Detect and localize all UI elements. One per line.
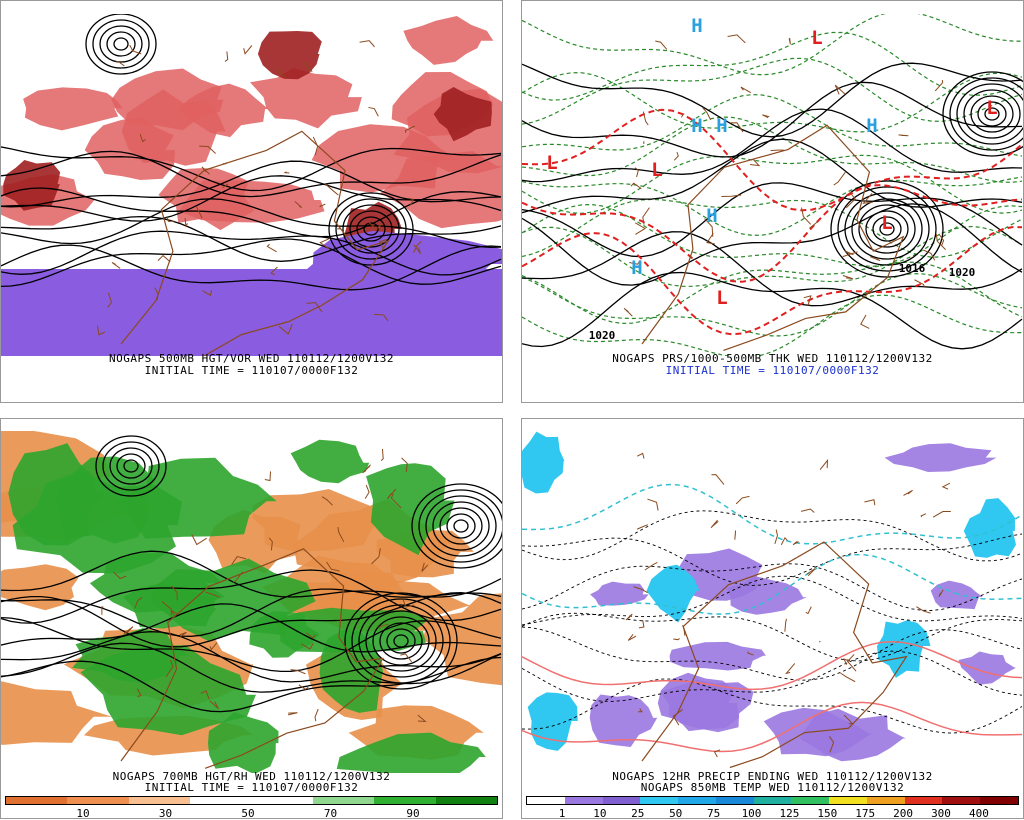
map-label: 1020 (589, 329, 616, 342)
border (644, 142, 645, 144)
colorbar-swatch (190, 797, 251, 804)
colorbar-swatch (313, 797, 374, 804)
map-label: L (811, 27, 822, 49)
colorbar-swatch (754, 797, 792, 804)
map-label: H (866, 115, 877, 137)
colorbar-label: 200 (893, 807, 913, 820)
colorbar-swatch (791, 797, 829, 804)
colorbar-swatch (678, 797, 716, 804)
border (735, 531, 736, 540)
colorbar-swatch (980, 797, 1018, 804)
subcaption: INITIAL TIME = 110107/0000F132 (1, 365, 502, 377)
colorbar-swatch (527, 797, 565, 804)
subcaption: INITIAL TIME = 110107/0000F132 (1, 782, 502, 794)
colorbar-label: 100 (742, 807, 762, 820)
map (522, 431, 1023, 773)
colorbar-swatch (640, 797, 678, 804)
map-label: L (546, 152, 557, 174)
colorbar-label: 50 (241, 807, 254, 820)
map (1, 431, 502, 773)
colorbar-label: 10 (593, 807, 606, 820)
subcaption: NOGAPS 850MB TEMP WED 110112/1200V132 (522, 782, 1023, 794)
colorbar-swatch (252, 797, 313, 804)
panel-humidity: NOGAPS 700MB HGT/RH WED 110112/1200V132 … (0, 418, 503, 819)
colorbar (526, 796, 1019, 805)
colorbar-label: 125 (779, 807, 799, 820)
map-label: H (691, 15, 702, 37)
colorbar-label: 10 (76, 807, 89, 820)
map-label: H (691, 115, 702, 137)
colorbar-swatch (867, 797, 905, 804)
colorbar-swatch (829, 797, 867, 804)
colorbar-label: 175 (855, 807, 875, 820)
colorbar-label: 150 (817, 807, 837, 820)
map-label: H (716, 115, 727, 137)
subcaption: INITIAL TIME = 110107/0000F132 (522, 365, 1023, 377)
colorbar-swatch (942, 797, 980, 804)
map-label: L (651, 159, 662, 181)
colorbar-swatch (436, 797, 497, 804)
colorbar-label: 400 (969, 807, 989, 820)
colorbar-label: 90 (406, 807, 419, 820)
map-label: L (716, 287, 727, 309)
colorbar-label: 50 (669, 807, 682, 820)
colorbar-swatch (6, 797, 67, 804)
colorbar-label: 30 (159, 807, 172, 820)
colorbar-swatch (67, 797, 128, 804)
map-label: H (631, 257, 642, 279)
panel-precip: NOGAPS 12HR PRECIP ENDING WED 110112/120… (521, 418, 1024, 819)
map-label: L (986, 97, 997, 119)
map-label: H (706, 205, 717, 227)
colorbar-swatch (603, 797, 641, 804)
map (1, 14, 502, 356)
colorbar-swatch (565, 797, 603, 804)
colorbar-label: 75 (707, 807, 720, 820)
colorbar-label: 70 (324, 807, 337, 820)
panel-vorticity: NOGAPS 500MB HGT/VOR WED 110112/1200V132… (0, 0, 503, 403)
colorbar-swatch (129, 797, 190, 804)
colorbar-label: 1 (559, 807, 566, 820)
colorbar-swatch (905, 797, 943, 804)
colorbar-swatch (716, 797, 754, 804)
colorbar (5, 796, 498, 805)
colorbar-label: 25 (631, 807, 644, 820)
map-label: 1016 (899, 262, 926, 275)
colorbar-label: 300 (931, 807, 951, 820)
map-label: L (881, 212, 892, 234)
colorbar-swatch (374, 797, 435, 804)
map-label: 1020 (949, 266, 976, 279)
